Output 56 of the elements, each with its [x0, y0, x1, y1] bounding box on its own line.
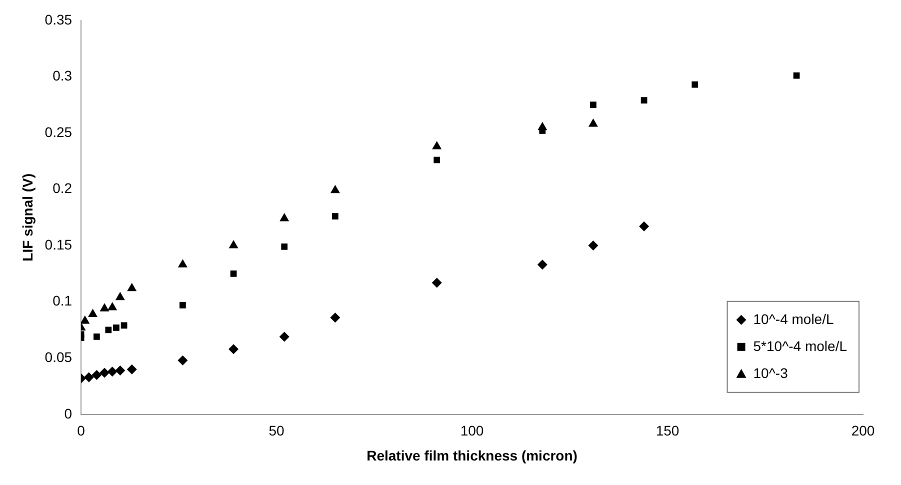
point [432, 278, 442, 288]
x-tick-label: 0 [77, 422, 86, 439]
y-tick-label: 0.05 [44, 348, 72, 365]
point [539, 128, 546, 134]
point [105, 326, 112, 334]
y-tick-label: 0.3 [52, 68, 72, 84]
point [692, 81, 698, 88]
point [94, 334, 100, 340]
y-tick-label: 0.35 [44, 11, 72, 28]
legend-label: 5*10^-4 mole/L [753, 338, 848, 354]
y-tick-label: 0.2 [52, 180, 72, 196]
point [228, 344, 239, 354]
point [640, 97, 648, 104]
point [330, 184, 340, 194]
y-tick-label: 0.25 [44, 124, 72, 140]
point [279, 332, 290, 342]
y-axis-title: LIF signal (V) [19, 173, 36, 262]
point [332, 213, 338, 220]
point [280, 213, 290, 222]
point [115, 292, 125, 300]
point [107, 366, 118, 377]
point [588, 240, 598, 251]
point [537, 260, 548, 270]
point [434, 156, 440, 164]
point [88, 308, 98, 317]
point [108, 302, 118, 310]
point [81, 315, 90, 324]
x-axis-title: Relative film thickness (micron) [366, 447, 578, 464]
point [100, 303, 110, 312]
point [92, 370, 102, 380]
point [228, 240, 238, 248]
point [127, 282, 137, 292]
x-tick-label: 50 [268, 422, 285, 439]
x-tick-label: 150 [656, 422, 680, 439]
point [639, 221, 650, 232]
point [115, 365, 126, 376]
point [590, 102, 596, 108]
x-tick-label: 100 [460, 422, 484, 439]
legend-label: 10^-4 mole/L [753, 310, 834, 327]
y-tick-label: 0 [64, 405, 72, 422]
point [230, 270, 237, 277]
point [113, 324, 120, 331]
y-tick-label: 0.1 [52, 292, 72, 309]
legend-label: 10^-3 [753, 364, 788, 381]
x-tick-label: 200 [851, 422, 875, 439]
point [281, 243, 288, 250]
point [330, 312, 340, 323]
y-tick-label: 0.15 [44, 236, 72, 252]
point [588, 118, 598, 127]
point [178, 259, 188, 268]
point [432, 140, 442, 150]
point [126, 364, 137, 374]
point [178, 355, 188, 366]
point [100, 368, 110, 378]
point [180, 302, 186, 308]
point [84, 372, 94, 382]
